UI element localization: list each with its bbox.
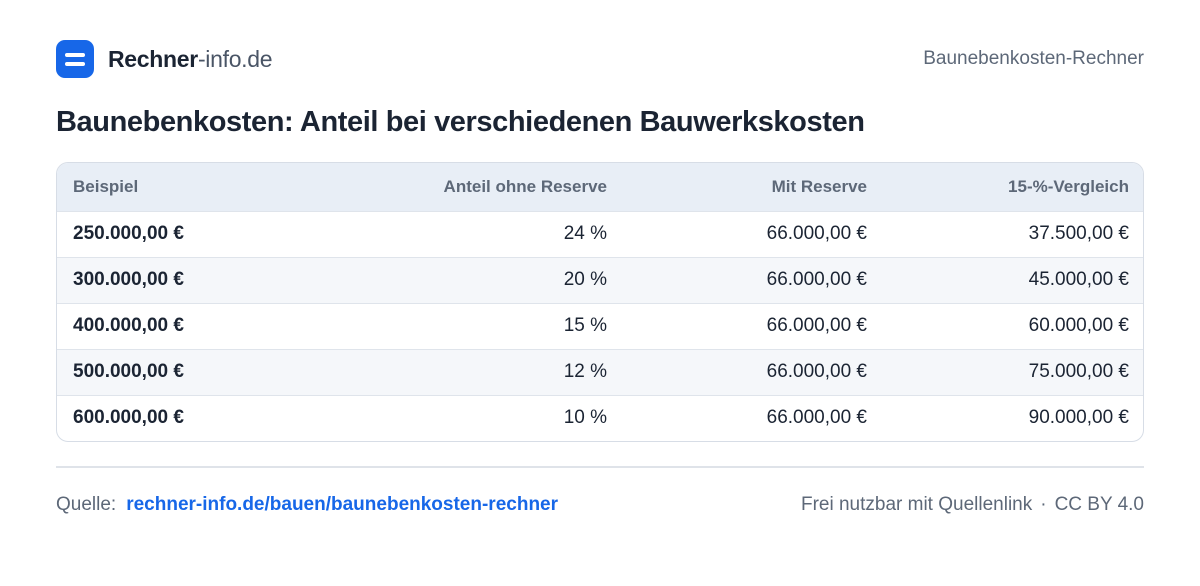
table-header-row: Beispiel Anteil ohne Reserve Mit Reserve… <box>57 163 1143 211</box>
cell-vergleich: 60.000,00 € <box>1028 315 1129 336</box>
brand-name-light: -info.de <box>197 45 273 72</box>
cell-mit-reserve: 66.000,00 € <box>766 269 867 290</box>
cell-anteil: 10 % <box>563 407 607 429</box>
page-title: Baunebenkosten: Anteil bei verschiedenen… <box>56 106 865 138</box>
cell-anteil: 20 % <box>563 269 607 290</box>
cell-beispiel: 250.000,00 € <box>73 223 184 244</box>
source: Quelle: rechner-info.de/bauen/baunebenko… <box>56 494 558 516</box>
column-header-vergleich: 15-%-Vergleich <box>1008 176 1129 196</box>
column-header-anteil: Anteil ohne Reserve <box>443 176 607 196</box>
brand-name-bold: Rechner <box>108 45 198 72</box>
cell-beispiel: 500.000,00 € <box>73 361 184 382</box>
data-table-container: Beispiel Anteil ohne Reserve Mit Reserve… <box>56 162 1144 442</box>
table-row: 300.000,00 € 20 % 66.000,00 € 45.000,00 … <box>57 257 1143 303</box>
cell-beispiel: 600.000,00 € <box>73 407 184 429</box>
license: Frei nutzbar mit Quellenlink · CC BY 4.0 <box>801 494 1144 516</box>
page-label: Baunebenkosten-Rechner <box>923 48 1144 69</box>
column-header-beispiel: Beispiel <box>73 176 139 196</box>
cell-mit-reserve: 66.000,00 € <box>766 223 867 244</box>
cell-vergleich: 90.000,00 € <box>1028 407 1129 429</box>
cell-beispiel: 400.000,00 € <box>73 315 184 336</box>
cell-vergleich: 45.000,00 € <box>1028 269 1129 290</box>
cell-anteil: 12 % <box>563 361 607 382</box>
table-row: 500.000,00 € 12 % 66.000,00 € 75.000,00 … <box>57 349 1143 395</box>
table-row: 250.000,00 € 24 % 66.000,00 € 37.500,00 … <box>57 211 1143 257</box>
cell-mit-reserve: 66.000,00 € <box>766 407 867 429</box>
brand-name: Rechner-info.de <box>108 45 273 73</box>
header: Rechner-info.de Baunebenkosten-Rechner <box>56 40 1144 78</box>
source-label: Quelle: <box>56 494 117 515</box>
cell-vergleich: 75.000,00 € <box>1028 361 1129 382</box>
license-text: Frei nutzbar mit Quellenlink <box>800 494 1033 515</box>
cell-mit-reserve: 66.000,00 € <box>766 361 867 382</box>
cell-anteil: 24 % <box>563 223 607 244</box>
cell-beispiel: 300.000,00 € <box>73 269 184 290</box>
menu-lines-icon <box>56 40 94 78</box>
license-separator: · <box>1040 494 1047 515</box>
table-row: 400.000,00 € 15 % 66.000,00 € 60.000,00 … <box>57 303 1143 349</box>
cell-mit-reserve: 66.000,00 € <box>766 315 867 336</box>
data-table: Beispiel Anteil ohne Reserve Mit Reserve… <box>57 163 1143 441</box>
brand[interactable]: Rechner-info.de <box>56 40 273 78</box>
source-link[interactable]: rechner-info.de/bauen/baunebenkosten-rec… <box>126 494 559 515</box>
footer-divider <box>56 466 1144 468</box>
cell-vergleich: 37.500,00 € <box>1028 223 1129 244</box>
table-row: 600.000,00 € 10 % 66.000,00 € 90.000,00 … <box>57 395 1143 441</box>
footer: Quelle: rechner-info.de/bauen/baunebenko… <box>56 490 1144 520</box>
column-header-mit-reserve: Mit Reserve <box>771 176 867 196</box>
cell-anteil: 15 % <box>563 315 607 336</box>
license-name: CC BY 4.0 <box>1054 494 1144 515</box>
